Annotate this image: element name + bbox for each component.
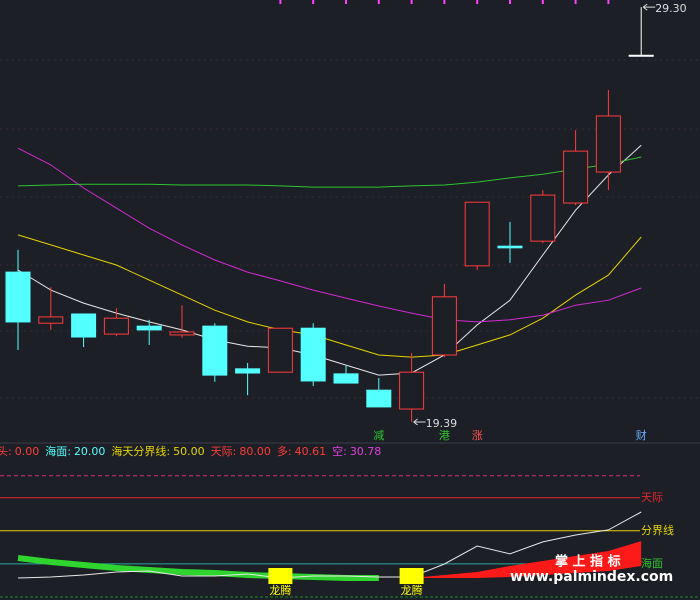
top-marker xyxy=(509,0,511,4)
moving-average xyxy=(17,156,642,188)
signal-label: 港 xyxy=(439,429,450,442)
moving-average xyxy=(17,234,642,358)
candle-body xyxy=(464,201,490,267)
candle-body xyxy=(530,194,556,242)
indicator-line xyxy=(17,511,642,579)
top-marker xyxy=(312,0,315,4)
top-marker xyxy=(410,0,413,4)
watermark-url: www.palmindex.com xyxy=(510,569,673,585)
legend-name: 海面: xyxy=(45,444,71,458)
signal-label: 龙腾 xyxy=(401,583,423,597)
signal-box xyxy=(268,568,293,584)
candle-body xyxy=(235,368,261,374)
signal-box xyxy=(399,568,424,584)
legend-value: 20.00 xyxy=(74,445,106,458)
candle-body xyxy=(136,325,162,331)
level-label: 分界线 xyxy=(641,523,674,537)
candle-body xyxy=(169,331,195,336)
top-marker xyxy=(541,0,544,4)
candle-body xyxy=(300,327,326,382)
legend-value: 80.00 xyxy=(239,445,271,458)
moving-average xyxy=(17,144,642,376)
top-marker xyxy=(607,0,610,4)
top-marker xyxy=(377,0,380,4)
legend-value: 40.61 xyxy=(295,445,327,458)
candle-body xyxy=(563,150,589,204)
candle-body xyxy=(431,296,457,356)
peak-arrow xyxy=(642,3,656,11)
signal-label: 财 xyxy=(636,428,647,442)
watermark-title: 掌 上 指 标 xyxy=(555,554,621,570)
level-label: 海面 xyxy=(641,556,663,570)
top-marker xyxy=(476,0,479,4)
candle-body xyxy=(333,373,359,384)
signal-label: 龙腾 xyxy=(269,583,291,597)
candle-body xyxy=(103,317,129,335)
candle-body xyxy=(366,389,392,408)
red-area xyxy=(411,541,642,578)
top-marker xyxy=(443,0,446,4)
green-band xyxy=(17,555,379,581)
top-marker xyxy=(574,0,577,4)
candle-body xyxy=(628,54,654,57)
legend-value: 30.78 xyxy=(350,445,382,458)
moving-average xyxy=(17,147,642,323)
candle-body xyxy=(202,325,228,376)
indicator-legend: 头: 0.00 海面: 20.00 海天分界线: 50.00 天际: 80.00 多: 40.61… xyxy=(0,444,381,458)
candle-body xyxy=(399,371,425,410)
legend-name: 头: xyxy=(0,445,12,458)
candle-body xyxy=(71,313,97,338)
signal-label: 涨 xyxy=(472,429,483,442)
legend-name: 空: xyxy=(332,444,347,458)
legend-name: 天际: xyxy=(211,445,237,458)
candle-body xyxy=(5,271,31,323)
legend-name: 多: xyxy=(277,444,292,458)
trough-arrow xyxy=(413,418,426,426)
legend-name: 海天分界线: xyxy=(111,444,170,458)
candle-body xyxy=(595,115,621,173)
peak-label: 29.30 xyxy=(655,2,687,15)
top-marker xyxy=(345,0,347,4)
trough-label: 19.39 xyxy=(426,417,458,430)
candle-body xyxy=(267,327,293,373)
level-label: 天际 xyxy=(641,491,663,504)
candle-body xyxy=(38,316,64,324)
legend-value: 50.00 xyxy=(173,445,205,458)
signal-label: 减 xyxy=(373,429,384,442)
legend-value: 0.00 xyxy=(15,445,40,458)
top-marker xyxy=(279,0,282,4)
candle-body xyxy=(497,245,523,249)
